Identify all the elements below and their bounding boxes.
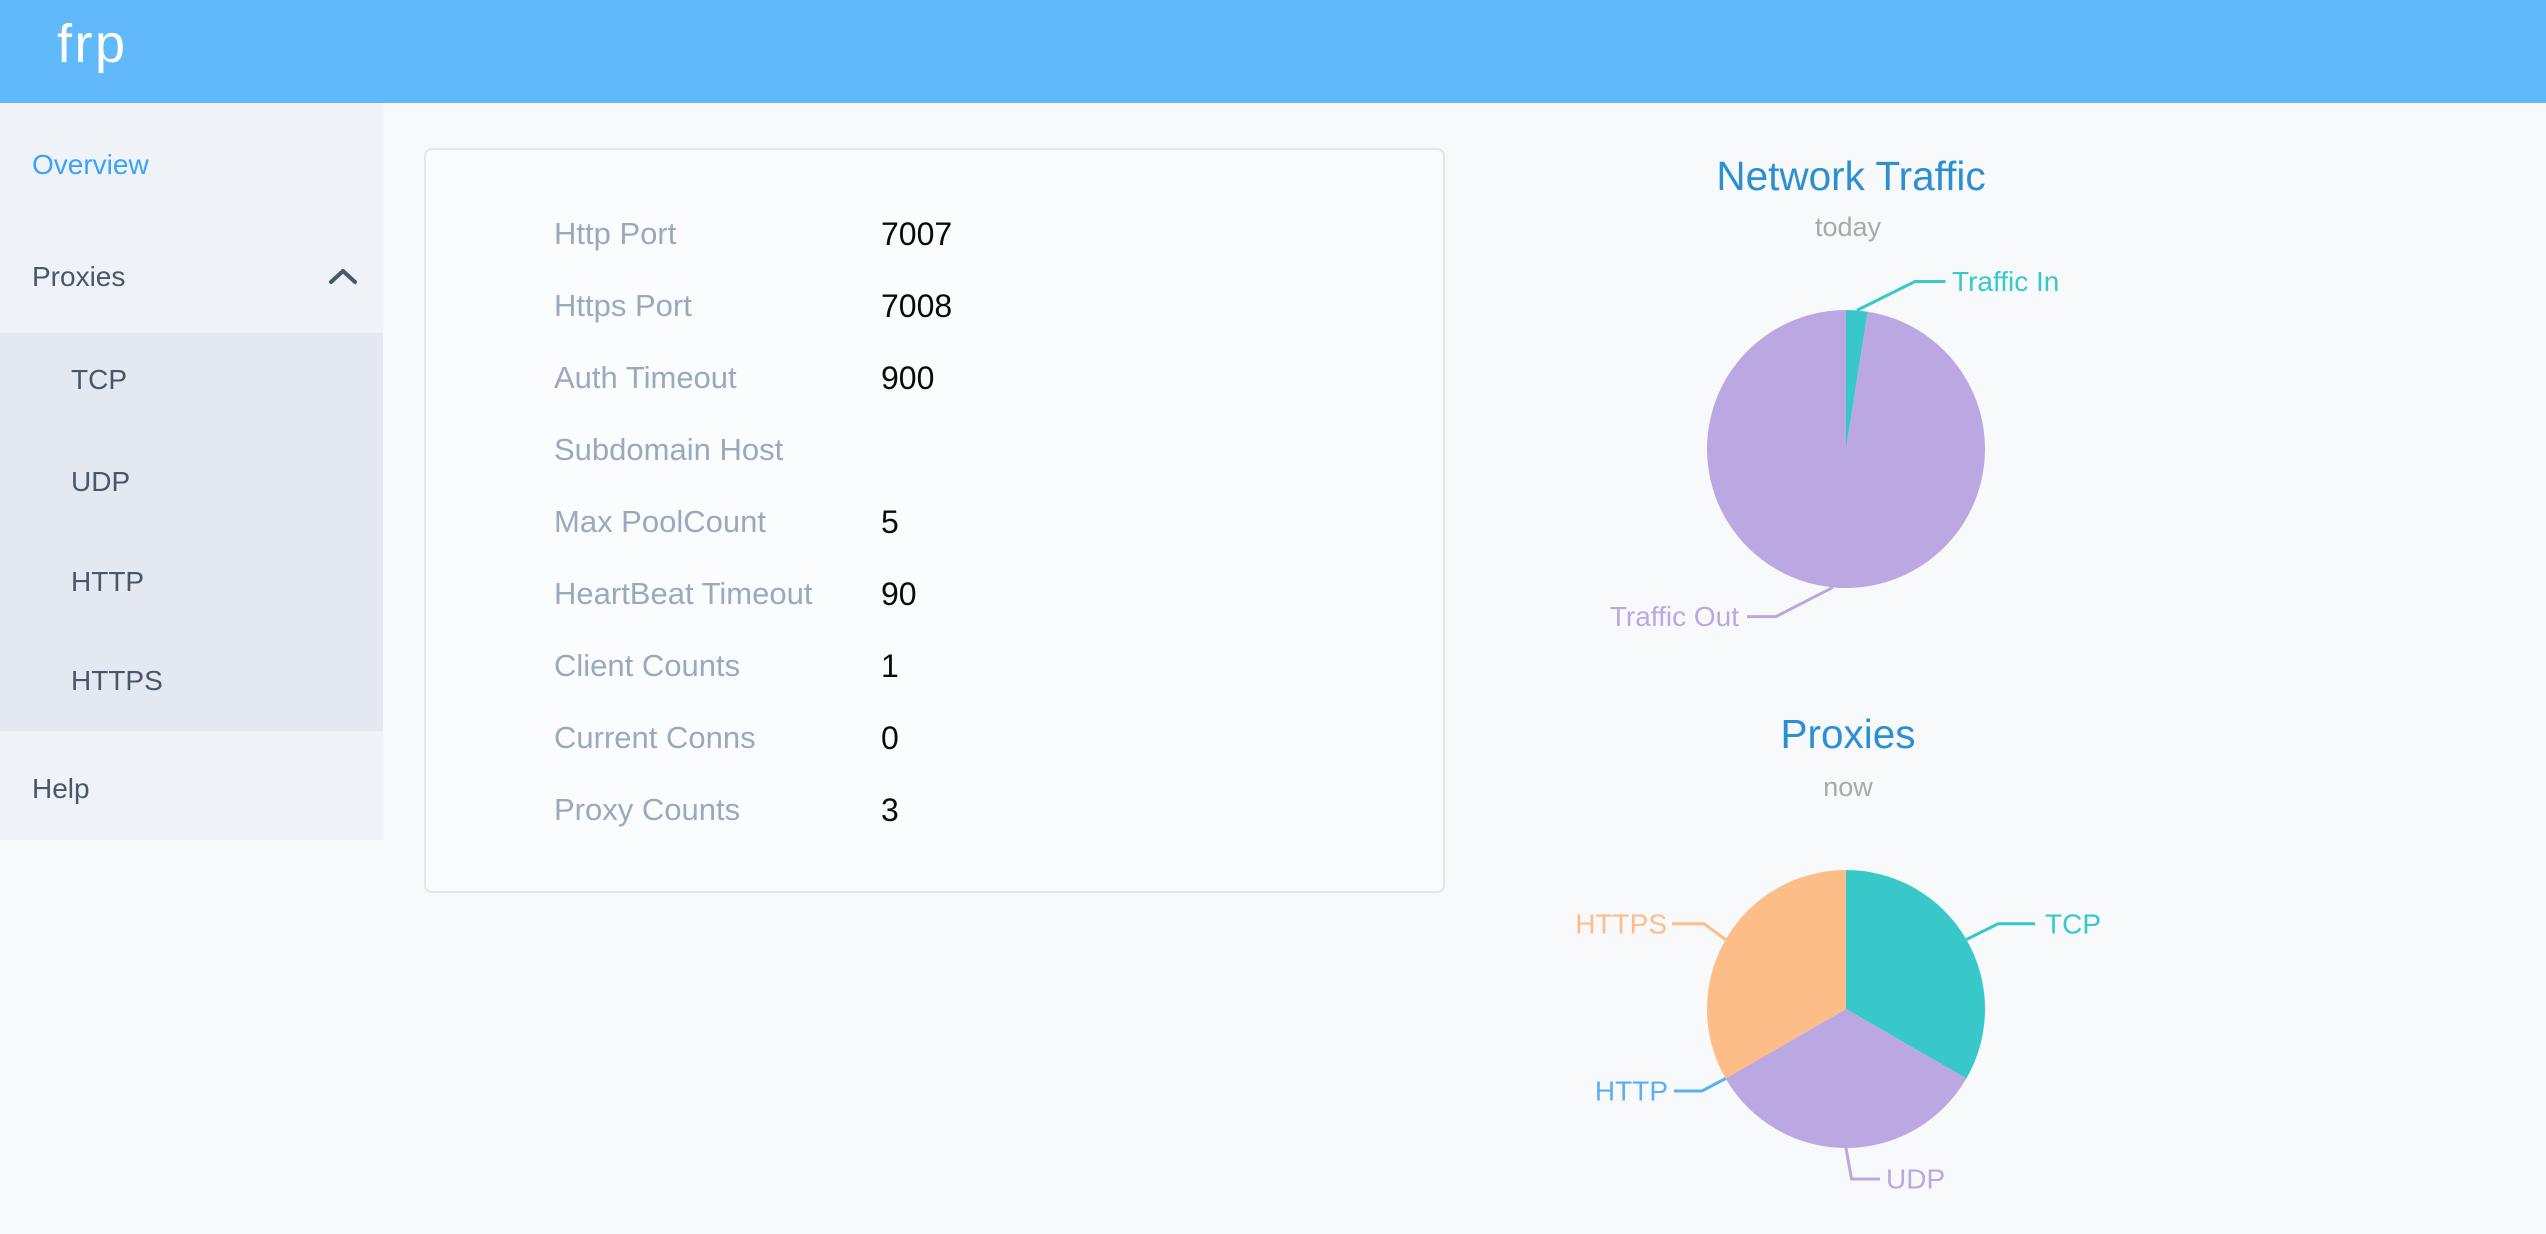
svg-text:Proxies: Proxies — [1780, 711, 1915, 757]
svg-text:HTTP: HTTP — [1595, 1076, 1668, 1107]
svg-text:Traffic In: Traffic In — [1952, 266, 2059, 297]
svg-text:today: today — [1815, 212, 1882, 242]
svg-text:HTTPS: HTTPS — [1575, 908, 1667, 939]
svg-text:TCP: TCP — [2045, 908, 2101, 939]
svg-text:UDP: UDP — [1886, 1164, 1945, 1195]
svg-text:now: now — [1823, 772, 1873, 802]
svg-text:Traffic Out: Traffic Out — [1610, 601, 1739, 632]
svg-text:Network Traffic: Network Traffic — [1716, 153, 1985, 199]
